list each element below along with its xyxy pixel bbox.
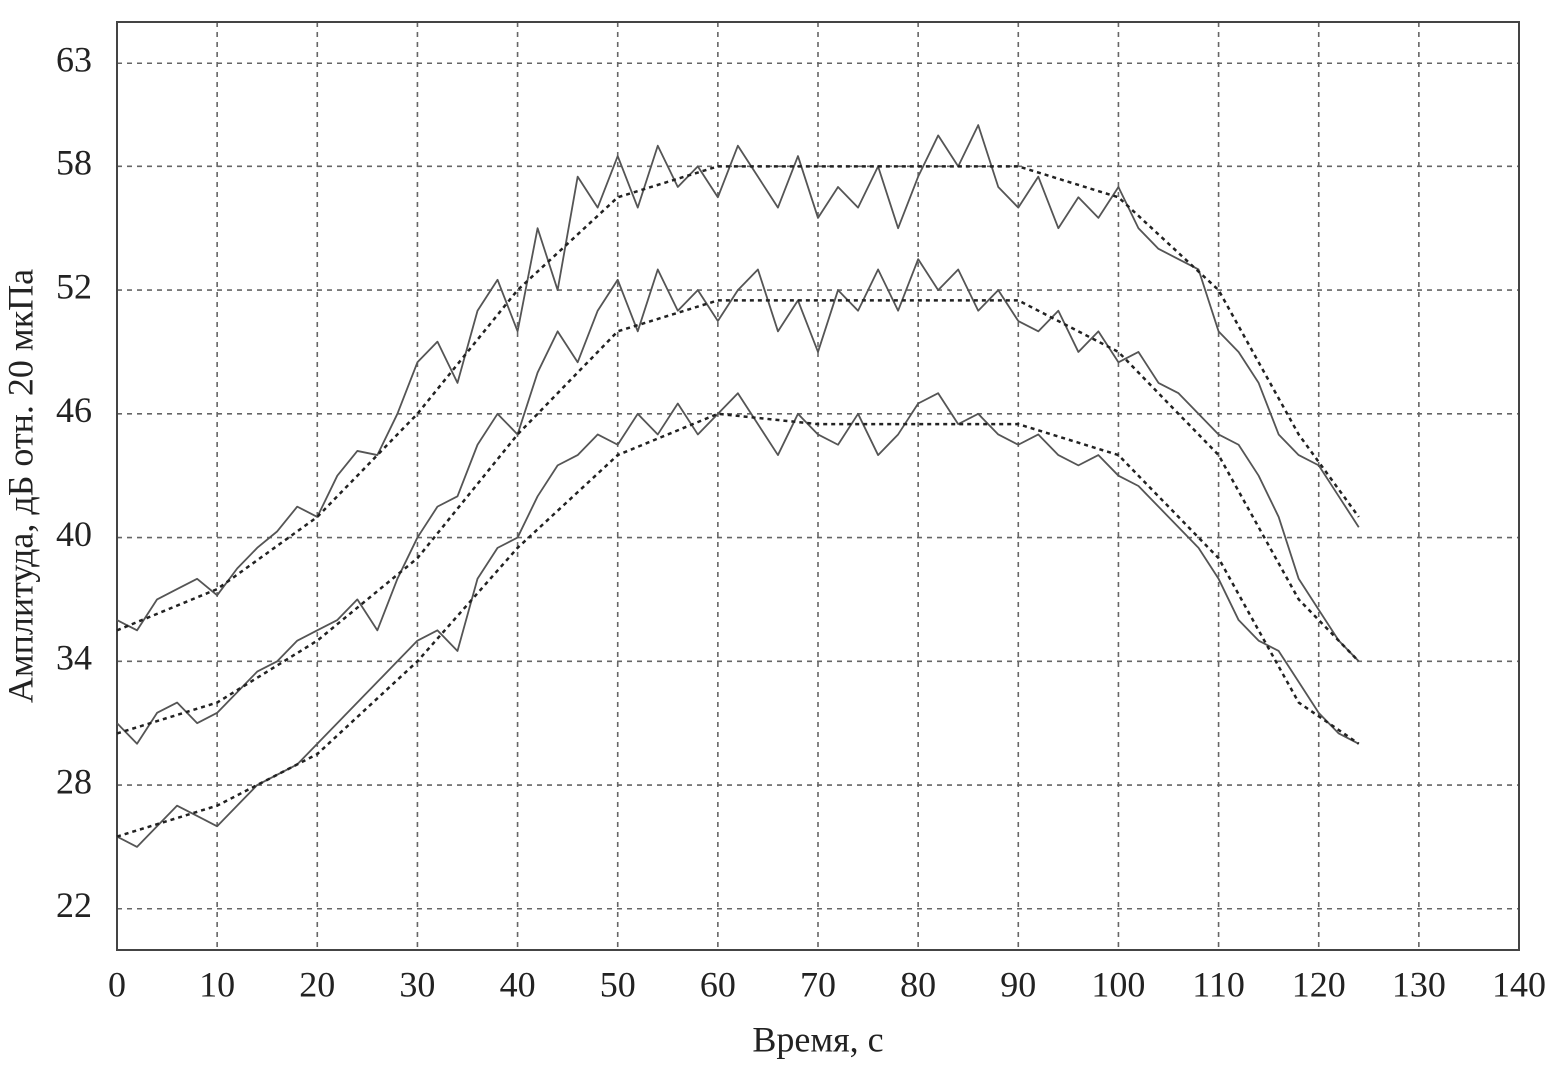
x-tick-label: 10 xyxy=(199,964,235,1004)
x-tick-label: 30 xyxy=(399,964,435,1004)
x-tick-label: 40 xyxy=(500,964,536,1004)
y-tick-label: 34 xyxy=(56,638,92,678)
y-tick-label: 52 xyxy=(56,266,92,306)
y-tick-label: 46 xyxy=(56,390,92,430)
y-tick-label: 28 xyxy=(56,761,92,801)
x-tick-label: 20 xyxy=(299,964,335,1004)
x-tick-label: 0 xyxy=(108,964,126,1004)
trend-line xyxy=(116,165,1360,632)
x-tick-label: 100 xyxy=(1091,964,1145,1004)
x-tick-label: 140 xyxy=(1492,964,1546,1004)
x-tick-label: 70 xyxy=(800,964,836,1004)
x-tick-label: 50 xyxy=(600,964,636,1004)
y-tick-label: 63 xyxy=(56,40,92,80)
x-tick-label: 130 xyxy=(1392,964,1446,1004)
trend-line xyxy=(116,299,1360,735)
y-axis-label: Амплитуда, дБ отн. 20 мкПа xyxy=(0,269,40,703)
trend-line xyxy=(116,412,1360,838)
x-tick-label: 110 xyxy=(1192,964,1245,1004)
data-line xyxy=(116,258,1360,745)
x-tick-label: 120 xyxy=(1292,964,1346,1004)
plot-frame xyxy=(116,21,1520,951)
x-tick-label: 90 xyxy=(1000,964,1036,1004)
y-tick-label: 58 xyxy=(56,143,92,183)
y-tick-label: 22 xyxy=(56,885,92,925)
y-tick-label: 40 xyxy=(56,514,92,554)
x-tick-label: 60 xyxy=(700,964,736,1004)
x-axis-label: Время, с xyxy=(752,1019,883,1059)
data-line xyxy=(116,124,1360,632)
data-line xyxy=(116,392,1360,848)
x-tick-label: 80 xyxy=(900,964,936,1004)
